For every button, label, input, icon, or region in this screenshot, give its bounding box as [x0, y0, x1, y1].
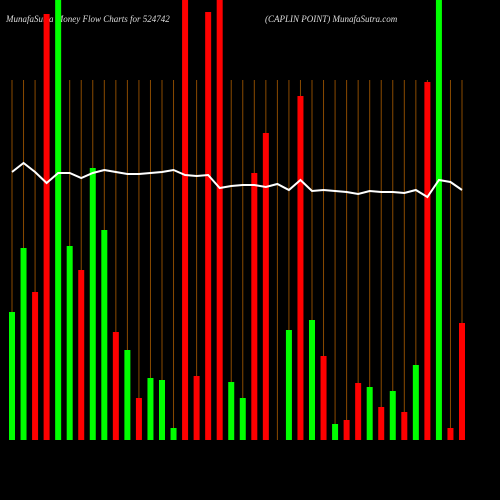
bar	[239, 398, 246, 440]
bar	[228, 382, 235, 440]
bar	[309, 320, 315, 440]
bar	[55, 0, 62, 440]
bar	[159, 380, 165, 440]
bar	[170, 428, 177, 440]
bar	[320, 356, 327, 440]
bar	[262, 133, 269, 440]
lines	[11, 161, 463, 199]
bar	[285, 330, 292, 440]
bar	[424, 82, 431, 440]
bar	[412, 365, 419, 440]
bar	[43, 14, 50, 440]
bar	[355, 383, 362, 440]
bar	[89, 168, 96, 440]
bar	[378, 407, 385, 440]
bar	[9, 312, 15, 440]
bar	[447, 428, 454, 440]
bar	[112, 332, 119, 440]
bar	[297, 96, 304, 440]
bar	[343, 420, 350, 440]
bar	[147, 378, 154, 440]
bar	[66, 246, 73, 440]
bar	[20, 248, 27, 440]
bar	[389, 391, 396, 440]
trend-line	[11, 161, 463, 199]
bar	[193, 376, 200, 440]
bar	[401, 412, 408, 440]
bar	[78, 270, 85, 440]
bar	[251, 173, 258, 440]
bar	[459, 323, 465, 440]
bar	[182, 0, 189, 440]
bar	[216, 0, 223, 440]
bar	[435, 0, 442, 440]
chart-subtitle: (CAPLIN POINT) MunafaSutra.com	[265, 14, 398, 24]
bar	[135, 398, 142, 440]
bar	[366, 387, 373, 440]
bar	[332, 424, 339, 440]
chart-title: MunafaSutra Money Flow Charts for 524742	[5, 14, 170, 24]
bar	[32, 292, 39, 440]
bar	[124, 350, 131, 440]
bars	[9, 0, 465, 440]
bar	[205, 12, 212, 440]
bar	[101, 230, 108, 440]
